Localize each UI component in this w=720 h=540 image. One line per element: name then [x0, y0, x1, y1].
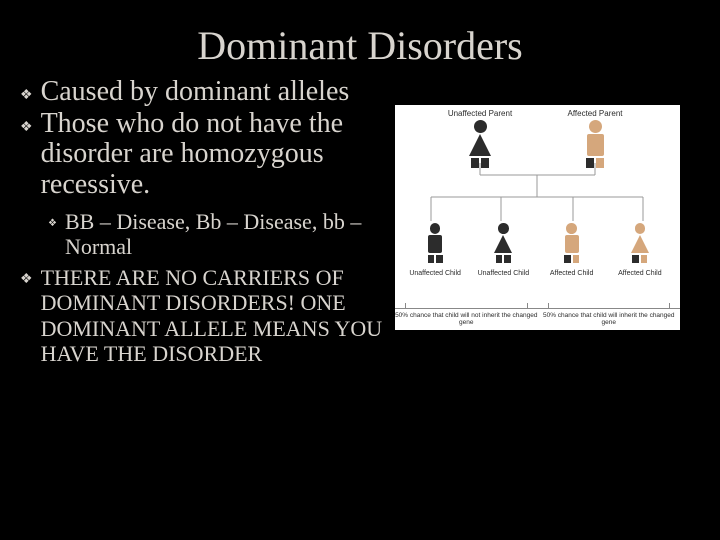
bullet-list: ❖ Caused by dominant alleles ❖ Those who…: [0, 77, 395, 368]
parent-label: Unaffected Parent: [440, 109, 520, 118]
bullet-icon: ❖: [20, 109, 41, 135]
parent-unaffected: Unaffected Parent: [440, 109, 520, 173]
bullet-text: Those who do not have the disorder are h…: [41, 109, 395, 200]
sub-bullet-text: BB – Disease, Bb – Disease, bb – Normal: [65, 210, 395, 259]
child: Unaffected Child: [404, 223, 466, 277]
bullet-text: THERE ARE NO CARRIERS OF DOMINANT DISORD…: [41, 265, 395, 366]
slide-body: ❖ Caused by dominant alleles ❖ Those who…: [0, 69, 720, 368]
child-label: Affected Child: [609, 270, 671, 277]
children-row: Unaffected Child Unaffected Child Affect…: [395, 223, 680, 277]
slide-title: Dominant Disorders: [0, 0, 720, 69]
child-label: Affected Child: [541, 270, 603, 277]
list-item: ❖ THERE ARE NO CARRIERS OF DOMINANT DISO…: [20, 265, 395, 366]
list-item: ❖ Those who do not have the disorder are…: [20, 109, 395, 200]
connector-lines: [395, 105, 680, 330]
child-label: Unaffected Child: [472, 270, 534, 277]
list-item: ❖ Caused by dominant alleles: [20, 77, 395, 107]
caption-row: 50% chance that child will not inherit t…: [395, 308, 680, 326]
caption-text: 50% chance that child will not inherit t…: [395, 312, 537, 326]
bullet-icon: ❖: [48, 210, 65, 229]
parent-label: Affected Parent: [555, 109, 635, 118]
bullet-text: Caused by dominant alleles: [41, 77, 350, 107]
child: Affected Child: [541, 223, 603, 277]
child: Affected Child: [609, 223, 671, 277]
caption-right: 50% chance that child will inherit the c…: [538, 308, 681, 326]
sub-list-item: ❖ BB – Disease, Bb – Disease, bb – Norma…: [20, 210, 395, 259]
caption-text: 50% chance that child will inherit the c…: [543, 312, 675, 326]
caption-left: 50% chance that child will not inherit t…: [395, 308, 538, 326]
parent-affected: Affected Parent: [555, 109, 635, 173]
inheritance-diagram: Unaffected Parent Affected Parent Unaffe…: [395, 77, 700, 368]
bullet-icon: ❖: [20, 265, 41, 287]
diagram-canvas: Unaffected Parent Affected Parent Unaffe…: [395, 105, 680, 330]
child-label: Unaffected Child: [404, 270, 466, 277]
child: Unaffected Child: [472, 223, 534, 277]
bullet-icon: ❖: [20, 77, 41, 103]
